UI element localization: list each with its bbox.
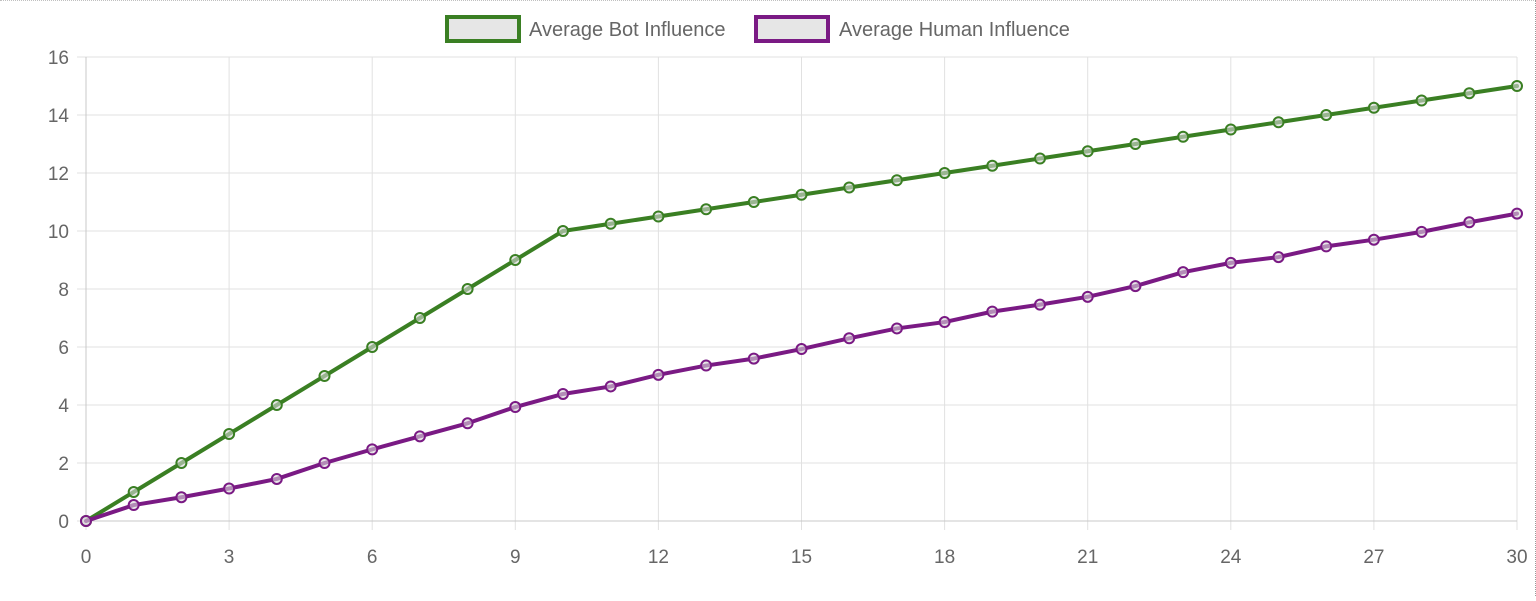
data-point (1511, 207, 1523, 220)
data-point (1415, 225, 1428, 238)
y-tick-label: 14 (48, 106, 70, 127)
data-point (1224, 256, 1237, 269)
data-point (461, 417, 474, 430)
data-point (223, 428, 236, 440)
y-tick-label: 0 (58, 512, 69, 533)
data-point (700, 359, 713, 372)
data-point (843, 332, 856, 345)
data-point (604, 380, 617, 393)
data-point (1129, 280, 1142, 293)
data-point (318, 370, 331, 382)
data-point (1367, 101, 1380, 114)
y-tick-label: 6 (58, 338, 69, 359)
data-point (175, 491, 188, 504)
data-point (413, 430, 426, 443)
data-point (986, 159, 999, 172)
data-point (270, 472, 283, 485)
data-point (127, 486, 140, 498)
data-point (604, 217, 617, 230)
data-point (1081, 145, 1094, 158)
data-point (557, 387, 569, 400)
data-point (1320, 109, 1333, 121)
data-point (318, 457, 331, 469)
legend: Average Bot Influence Average Human Influ… (445, 15, 1070, 43)
data-point (700, 203, 713, 216)
series-human-group (80, 207, 1523, 527)
data-point (557, 225, 569, 237)
x-tick-label: 12 (648, 547, 669, 568)
data-point (795, 343, 808, 356)
x-tick-label: 24 (1220, 547, 1242, 568)
data-point (1034, 298, 1046, 311)
x-tick-label: 30 (1506, 547, 1527, 568)
data-point (1081, 290, 1094, 303)
y-tick-label: 10 (48, 222, 69, 243)
data-point (1177, 266, 1190, 279)
legend-swatch (754, 15, 830, 43)
data-point (366, 341, 379, 353)
x-tick-label: 0 (81, 547, 92, 568)
data-point (652, 210, 665, 223)
data-point (413, 312, 426, 324)
data-point (270, 399, 283, 411)
series-lines (80, 80, 1523, 527)
data-point (127, 499, 140, 512)
data-point (1463, 87, 1476, 100)
x-tick-label: 18 (934, 547, 955, 568)
data-point (223, 482, 236, 495)
data-point (80, 515, 92, 527)
data-point (1415, 94, 1428, 107)
legend-label: Average Bot Influence (529, 19, 725, 41)
legend-item: Average Bot Influence (445, 15, 725, 43)
legend-swatch (445, 15, 521, 43)
legend-label: Average Human Influence (839, 19, 1070, 41)
data-point (843, 181, 856, 194)
data-point (1034, 152, 1046, 165)
x-tick-label: 3 (224, 547, 235, 568)
data-point (1129, 138, 1142, 150)
data-point (795, 188, 808, 201)
data-point (938, 316, 951, 329)
x-tick-label: 15 (791, 547, 812, 568)
data-point (175, 457, 188, 469)
data-point (461, 283, 474, 295)
x-tick-label: 21 (1077, 547, 1098, 568)
data-point (1272, 251, 1285, 264)
data-point (1272, 116, 1285, 129)
grid-lines (77, 56, 1518, 530)
data-point (366, 443, 379, 456)
y-tick-label: 8 (58, 280, 69, 301)
data-point (1224, 123, 1237, 136)
y-tick-label: 2 (58, 454, 69, 475)
frame-top-border (0, 0, 1536, 2)
y-tick-label: 12 (48, 164, 69, 185)
legend-item: Average Human Influence (754, 15, 1070, 43)
data-point (1177, 130, 1190, 143)
x-tick-label: 27 (1363, 547, 1384, 568)
x-tick-label: 9 (510, 547, 521, 568)
y-tick-label: 16 (48, 48, 69, 69)
data-point (890, 322, 903, 335)
data-point (986, 305, 999, 318)
data-point (509, 401, 522, 414)
data-point (509, 254, 522, 266)
data-point (890, 174, 903, 187)
data-point (652, 368, 665, 381)
data-point (1463, 216, 1476, 229)
data-point (938, 167, 951, 179)
y-tick-label: 4 (58, 396, 69, 417)
data-point (1367, 233, 1380, 246)
data-point (747, 196, 760, 208)
x-tick-label: 6 (367, 547, 378, 568)
data-point (1511, 80, 1523, 92)
data-point (1320, 240, 1333, 253)
data-point (747, 352, 760, 365)
